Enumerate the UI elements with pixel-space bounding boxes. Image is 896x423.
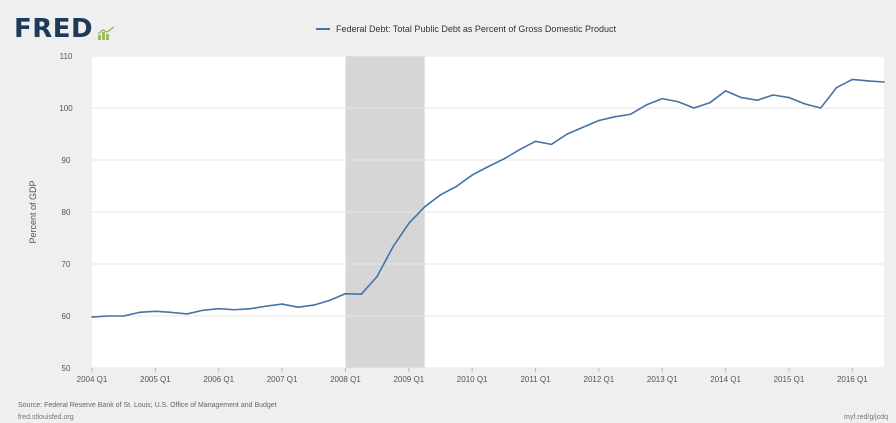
data-point-2015-Q2[interactable] xyxy=(804,103,806,105)
data-point-2006-Q1[interactable] xyxy=(217,307,220,310)
chart-legend[interactable]: Federal Debt: Total Public Debt as Perce… xyxy=(316,24,616,34)
data-point-2007-Q3[interactable] xyxy=(312,304,315,306)
data-point-2011-Q1[interactable] xyxy=(534,140,537,143)
y-tick-60: 60 xyxy=(62,312,71,321)
data-point-2009-Q1[interactable] xyxy=(408,222,410,225)
data-point-2014-Q4[interactable] xyxy=(772,94,774,96)
data-point-2007-Q4[interactable] xyxy=(328,299,331,302)
data-point-2014-Q1[interactable] xyxy=(724,90,727,92)
data-point-2011-Q3[interactable] xyxy=(566,133,568,135)
series-layer xyxy=(91,78,885,318)
data-point-2010-Q3[interactable] xyxy=(503,158,505,160)
y-tick-70: 70 xyxy=(62,260,71,269)
y-tick-100: 100 xyxy=(59,104,73,113)
legend-swatch xyxy=(316,28,330,30)
x-tick-5: 2009 Q1 xyxy=(393,375,424,384)
x-tick-6: 2010 Q1 xyxy=(457,375,488,384)
data-point-2015-Q4[interactable] xyxy=(835,86,838,89)
data-point-2009-Q2[interactable] xyxy=(423,206,426,208)
data-point-2010-Q1[interactable] xyxy=(471,174,473,176)
data-point-2010-Q4[interactable] xyxy=(518,148,521,151)
y-tick-50: 50 xyxy=(62,364,71,373)
data-point-2010-Q2[interactable] xyxy=(487,165,489,168)
x-tick-2: 2006 Q1 xyxy=(203,375,234,384)
data-point-2005-Q1[interactable] xyxy=(154,310,157,313)
y-tick-90: 90 xyxy=(62,156,71,165)
x-tick-10: 2014 Q1 xyxy=(710,375,741,384)
data-point-2005-Q2[interactable] xyxy=(170,311,172,314)
x-tick-8: 2012 Q1 xyxy=(584,375,615,384)
data-point-2004-Q2[interactable] xyxy=(107,315,109,317)
data-point-2007-Q2[interactable] xyxy=(297,306,299,308)
x-tick-3: 2007 Q1 xyxy=(267,375,298,384)
x-tick-4: 2008 Q1 xyxy=(330,375,361,384)
data-point-2014-Q2[interactable] xyxy=(740,96,743,99)
data-point-2006-Q2[interactable] xyxy=(233,308,236,311)
data-point-2009-Q4[interactable] xyxy=(455,185,458,188)
y-tick-110: 110 xyxy=(60,52,73,61)
data-point-2012-Q4[interactable] xyxy=(645,104,648,106)
fred-logo[interactable]: FRED xyxy=(14,14,115,44)
footer-url[interactable]: fred.stlouisfed.org xyxy=(18,414,74,421)
data-point-2006-Q3[interactable] xyxy=(249,307,252,310)
data-point-2016-Q3[interactable] xyxy=(883,81,885,83)
x-tick-12: 2016 Q1 xyxy=(837,375,868,384)
data-point-2015-Q1[interactable] xyxy=(788,96,790,99)
data-point-2013-Q2[interactable] xyxy=(677,100,679,103)
x-tick-0: 2004 Q1 xyxy=(77,375,108,384)
data-point-2004-Q4[interactable] xyxy=(138,311,141,314)
gridlines xyxy=(92,55,884,369)
data-point-2008-Q4[interactable] xyxy=(392,246,394,248)
data-point-2016-Q1[interactable] xyxy=(851,78,854,81)
x-tick-1: 2005 Q1 xyxy=(140,375,171,384)
data-point-2011-Q4[interactable] xyxy=(582,126,584,129)
footer-short-url[interactable]: myf.red/g/jcdq xyxy=(844,414,888,421)
data-point-2015-Q3[interactable] xyxy=(819,107,822,109)
data-point-2013-Q3[interactable] xyxy=(693,107,695,109)
data-point-2012-Q3[interactable] xyxy=(629,113,632,116)
data-point-2013-Q1[interactable] xyxy=(661,97,664,100)
data-point-2005-Q3[interactable] xyxy=(186,313,188,315)
data-point-2007-Q1[interactable] xyxy=(281,303,283,305)
x-tick-labels: 2004 Q1 2005 Q1 2006 Q1 2007 Q1 2008 Q1 2009 … xyxy=(77,368,868,384)
data-point-2005-Q4[interactable] xyxy=(202,309,204,312)
y-tick-80: 80 xyxy=(62,208,71,217)
data-point-2008-Q1[interactable] xyxy=(344,292,347,295)
source-note: Source: Federal Reserve Bank of St. Loui… xyxy=(18,402,277,409)
data-point-2008-Q2[interactable] xyxy=(360,293,363,295)
data-point-2014-Q3[interactable] xyxy=(756,99,759,101)
data-point-2012-Q2[interactable] xyxy=(613,116,616,118)
data-point-2006-Q4[interactable] xyxy=(265,305,268,307)
x-tick-7: 2011 Q1 xyxy=(520,375,551,384)
x-tick-9: 2013 Q1 xyxy=(647,375,678,384)
data-point-2013-Q4[interactable] xyxy=(708,102,711,104)
chart-line-icon xyxy=(97,26,115,40)
data-point-2016-Q2[interactable] xyxy=(867,80,869,82)
data-point-2008-Q3[interactable] xyxy=(376,275,378,278)
data-point-2012-Q1[interactable] xyxy=(598,119,600,122)
data-point-2004-Q1[interactable] xyxy=(91,316,93,318)
y-tick-labels: 50 60 70 80 90 100 110 xyxy=(59,52,73,373)
data-point-2004-Q3[interactable] xyxy=(122,315,125,317)
data-point-2009-Q3[interactable] xyxy=(439,194,442,196)
data-point-2011-Q2[interactable] xyxy=(550,143,553,146)
y-axis-label: Percent of GDP xyxy=(28,180,38,243)
legend-label: Federal Debt: Total Public Debt as Perce… xyxy=(336,24,616,34)
x-tick-11: 2015 Q1 xyxy=(774,375,805,384)
logo-text: FRED xyxy=(14,14,94,44)
